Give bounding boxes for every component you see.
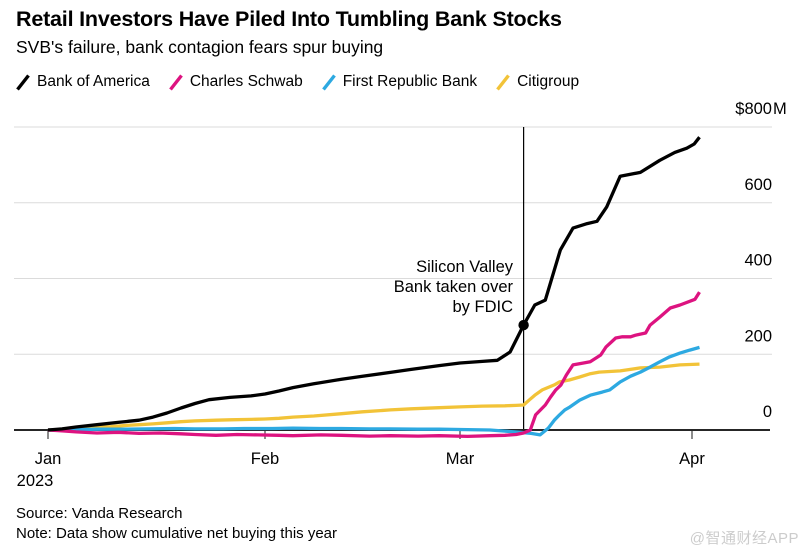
y-tick-label-0: 0 — [763, 403, 772, 421]
legend-label: Bank of America — [37, 73, 150, 90]
source-text: Source: Vanda Research — [16, 505, 183, 522]
legend-label: Citigroup — [517, 73, 580, 90]
legend-label: Charles Schwab — [189, 73, 303, 90]
legend: Bank of America Charles Schwab First Rep… — [16, 73, 598, 91]
y-axis-unit-label: M — [773, 100, 787, 118]
legend-item-citigroup: Citigroup — [496, 73, 579, 91]
page-title: Retail Investors Have Piled Into Tumblin… — [16, 7, 562, 31]
series-line-bank-of-america — [47, 136, 701, 432]
legend-item-first-republic-bank: First Republic Bank — [321, 73, 478, 91]
slash-icon — [169, 73, 183, 91]
x-tick-label-apr: Apr — [679, 450, 705, 468]
x-tick-label-mar: Mar — [446, 450, 475, 468]
note-text: Note: Data show cumulative net buying th… — [16, 525, 337, 542]
y-tick-label-600: 600 — [744, 176, 772, 194]
svb-annotation: Silicon Valley Bank taken over by FDIC — [394, 257, 513, 317]
watermark: @智通财经APP — [689, 530, 799, 547]
x-tick-year-label: 2023 — [17, 472, 54, 490]
annotation-line: Silicon Valley — [416, 258, 513, 276]
y-tick-label-400: 400 — [744, 252, 772, 270]
svb-marker-dot — [518, 319, 529, 331]
annotation-line: Bank taken over — [393, 278, 513, 296]
x-tick-label-feb: Feb — [251, 450, 279, 468]
page-subtitle: SVB's failure, bank contagion fears spur… — [16, 37, 384, 57]
series-line-first-republic-bank — [47, 345, 700, 437]
y-tick-label-200: 200 — [744, 327, 772, 345]
slash-icon — [16, 73, 30, 91]
legend-label: First Republic Bank — [342, 73, 478, 90]
slash-icon — [321, 73, 336, 91]
legend-item-bank-of-america: Bank of America — [16, 73, 150, 91]
annotation-line: by FDIC — [452, 298, 513, 316]
legend-item-charles-schwab: Charles Schwab — [169, 73, 303, 91]
series-line-citigroup — [47, 362, 700, 432]
y-tick-label-800: $800 — [735, 100, 772, 118]
x-tick-label-jan: Jan — [35, 450, 62, 468]
slash-icon — [496, 73, 510, 91]
series-line-charles-schwab — [47, 291, 701, 439]
